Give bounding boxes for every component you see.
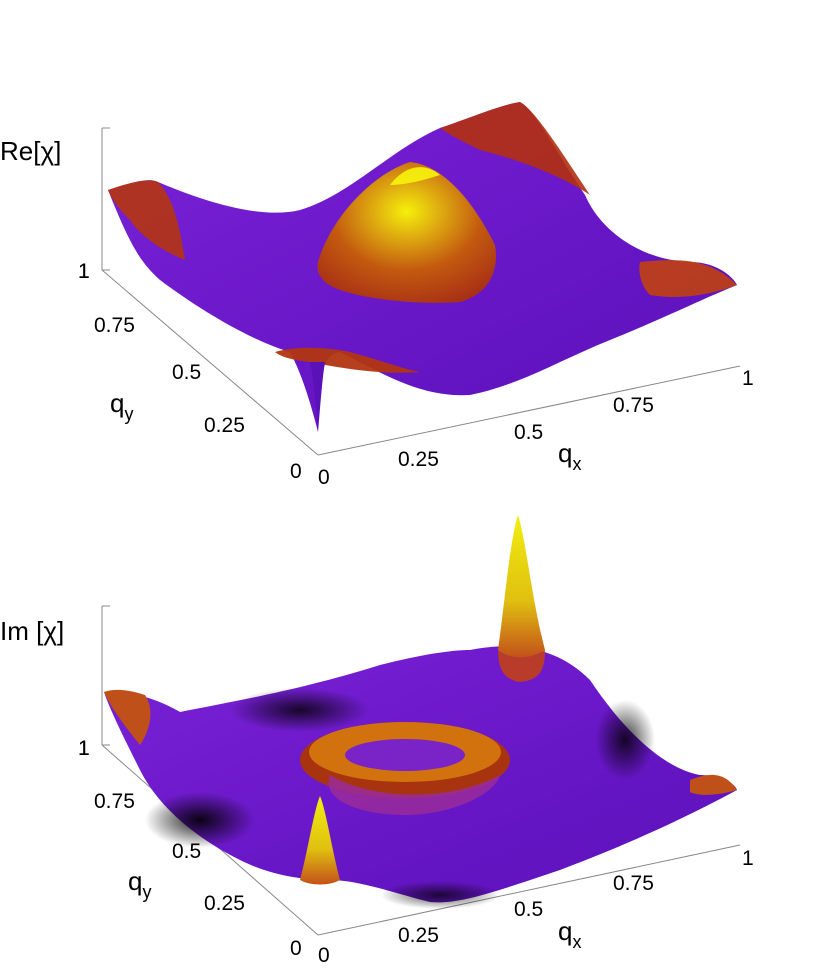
ridge-bottom-re: [275, 347, 420, 373]
xtick-re-2: 0.5: [514, 421, 543, 444]
xlabel-im: qx: [558, 916, 581, 952]
xtick-im-2: 0.5: [514, 898, 543, 921]
xtick-im-4: 1: [742, 847, 754, 870]
xtick-re-1: 0.25: [398, 448, 439, 471]
xticks-im: 0 0.25 0.5 0.75 1: [318, 847, 754, 967]
xtick-im-1: 0.25: [398, 924, 439, 947]
spike-im: [300, 796, 340, 885]
x-axis-im: [317, 844, 741, 936]
dome-re: [317, 162, 496, 303]
ytick-im-4: 1: [78, 737, 90, 760]
ridge-topright-re: [440, 102, 590, 195]
dark-valley-top-im: [230, 688, 370, 732]
xtick-re-4: 1: [742, 367, 754, 390]
ytick-im-2: 0.5: [172, 840, 201, 863]
ring-im: [300, 722, 510, 815]
ytick-im-1: 0.25: [204, 892, 245, 915]
ylabel-re: qy: [110, 388, 133, 424]
xtick-re-0: 0: [318, 466, 330, 489]
peak-topright-im: [498, 515, 545, 658]
zlabel-im: Im [χ]: [0, 616, 64, 646]
dark-valley-left-im: [145, 792, 255, 848]
ytick-re-3: 0.75: [94, 314, 135, 337]
ytick-im-3: 0.75: [94, 790, 135, 813]
yticks-re: 0 0.25 0.5 0.75 1: [78, 260, 302, 483]
ztick-im-1: 1: [78, 737, 90, 760]
bump-left-im: [104, 689, 151, 745]
xtick-im-3: 0.75: [613, 872, 654, 895]
y-axis-re: [101, 269, 319, 456]
zlabel-re: Re[χ]: [0, 136, 61, 166]
ztick-re-1: 1: [78, 260, 90, 283]
ytick-re-1: 0.25: [204, 414, 245, 437]
dark-valley-right-im: [595, 700, 655, 780]
surface-im: [104, 515, 737, 909]
surface-re: [108, 102, 737, 432]
yticks-im: 0 0.25 0.5 0.75 1: [78, 737, 302, 960]
ridge-right-re: [639, 260, 737, 297]
spike-re: [310, 362, 325, 432]
ytick-re-2: 0.5: [172, 361, 201, 384]
xtick-re-3: 0.75: [613, 394, 654, 417]
x-axis-re: [317, 365, 741, 456]
ridge-left-re: [108, 180, 185, 260]
bump-right-im: [690, 774, 737, 795]
ytick-re-0: 0: [290, 460, 302, 483]
ytick-re-4: 1: [78, 260, 90, 283]
dark-valley-bottom-im: [380, 881, 500, 909]
panel-im: Im [χ] 1 0 0.25 0.5 0.75 1 0 0.25 0.5 0.…: [0, 515, 754, 967]
xtick-im-0: 0: [318, 944, 330, 967]
xlabel-re: qx: [558, 438, 581, 474]
xticks-re: 0 0.25 0.5 0.75 1: [318, 367, 754, 489]
ytick-im-0: 0: [290, 937, 302, 960]
ylabel-im: qy: [128, 866, 151, 902]
panel-re: Re[χ] 1 0 0.25 0.5 0.75 1 0 0.25 0.5 0.7…: [0, 102, 754, 489]
